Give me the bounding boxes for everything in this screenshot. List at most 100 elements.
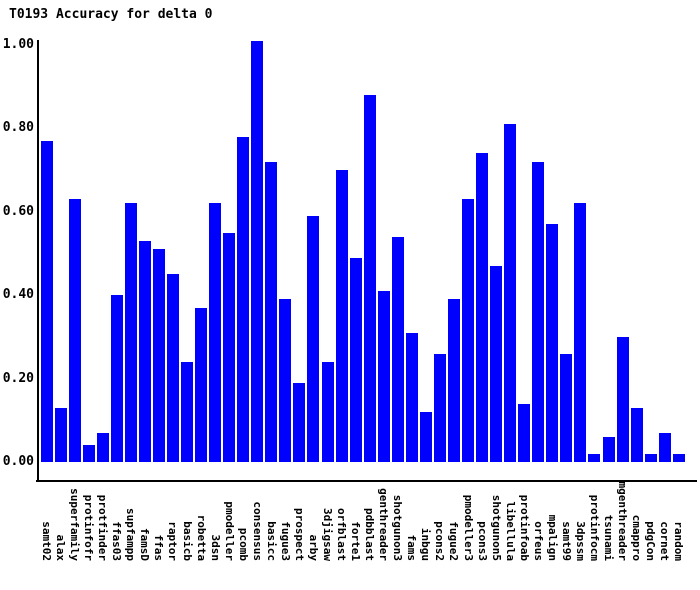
x-tick-label: shotgunon5 <box>490 494 503 561</box>
bar <box>181 362 193 462</box>
bar <box>631 408 643 462</box>
bar <box>209 203 221 462</box>
x-tick-label: libellula <box>504 501 517 561</box>
bar <box>518 404 530 462</box>
y-tick-label: 0.80 <box>2 120 34 136</box>
bar <box>125 203 137 462</box>
bar <box>392 237 404 462</box>
x-tick-label: orfblast <box>335 508 348 561</box>
x-tick-label: ffas03 <box>110 521 123 561</box>
bar <box>406 333 418 462</box>
x-tick-label: arby <box>307 534 320 562</box>
bar <box>378 291 390 462</box>
bar <box>41 141 53 462</box>
x-tick-label: basicb <box>181 521 194 561</box>
bar <box>251 41 263 462</box>
bar <box>532 162 544 462</box>
x-tick-label: prospect <box>293 508 306 561</box>
x-tick-label: fugue2 <box>447 521 460 561</box>
x-tick-label: superfamily <box>68 488 81 561</box>
x-tick-label: robetta <box>195 514 208 561</box>
bar <box>546 224 558 462</box>
bar <box>420 412 432 462</box>
bar <box>167 274 179 462</box>
x-tick-label: consensus <box>251 501 264 561</box>
x-tick-label: fugue3 <box>279 521 292 561</box>
bar <box>293 383 305 462</box>
x-tick-label: cornet <box>658 521 671 561</box>
x-tick-label: cmappro <box>630 514 643 561</box>
bar <box>322 362 334 462</box>
x-tick-label: shotgunon3 <box>391 494 404 561</box>
x-tick-label: genthreader <box>377 488 390 561</box>
x-tick-label: basicc <box>265 521 278 561</box>
x-tick-label: orfeus <box>532 521 545 561</box>
bar <box>223 233 235 462</box>
x-tick-label: famsD <box>138 527 151 561</box>
x-tick-label: mgenthreader <box>616 481 629 561</box>
x-tick-label: pmodeller <box>223 501 236 561</box>
x-tick-label: pdgCon <box>644 521 657 561</box>
x-tick-label: samt99 <box>560 521 573 561</box>
bar <box>448 299 460 462</box>
bar <box>83 445 95 462</box>
x-tick-label: pcons3 <box>476 521 489 561</box>
x-axis-line <box>36 480 697 482</box>
bar <box>462 199 474 462</box>
x-tick-label: ffas <box>152 534 165 562</box>
bar <box>139 241 151 462</box>
bar <box>336 170 348 462</box>
bar <box>350 258 362 462</box>
bar <box>603 437 615 462</box>
bar <box>279 299 291 462</box>
bar <box>490 266 502 462</box>
x-tick-label: fams <box>405 534 418 562</box>
bar <box>195 308 207 462</box>
x-tick-label: protinfofr <box>82 494 95 561</box>
y-tick-label: 0.40 <box>2 287 34 303</box>
x-tick-label: pdbblast <box>363 508 376 561</box>
x-tick-label: protfinder <box>96 494 109 561</box>
bar <box>659 433 671 462</box>
bar <box>307 216 319 462</box>
bar <box>617 337 629 462</box>
x-tick-label: forte1 <box>349 521 362 561</box>
y-tick-label: 0.20 <box>2 370 34 386</box>
bar <box>265 162 277 462</box>
x-tick-label: pcomb <box>237 527 250 561</box>
y-tick-label: 1.00 <box>2 37 34 52</box>
bar <box>153 249 165 462</box>
x-tick-label: protinfoab <box>518 494 531 561</box>
x-tick-label: inbgu <box>419 527 432 561</box>
bar <box>560 354 572 462</box>
y-axis-line <box>37 40 39 482</box>
x-tick-label: tsunami <box>602 514 615 561</box>
bar <box>69 199 81 462</box>
x-tick-label: pmodeller3 <box>462 494 475 561</box>
x-tick-label: pcons2 <box>433 521 446 561</box>
bar <box>588 454 600 462</box>
y-tick-label: 0.60 <box>2 203 34 219</box>
x-tick-label: protinfocm <box>588 494 601 561</box>
x-tick-label: mpalign <box>546 514 559 561</box>
bar <box>55 408 67 462</box>
bar <box>645 454 657 462</box>
x-tick-label: 3dsn <box>209 534 222 562</box>
x-tick-label: random <box>672 521 685 561</box>
chart-title: T0193 Accuracy for delta 0 <box>9 7 213 22</box>
bar <box>434 354 446 462</box>
x-tick-label: raptor <box>166 521 179 561</box>
x-tick-label: 3dpssm <box>574 521 587 561</box>
x-tick-label: alax <box>54 534 67 562</box>
y-tick-label: 0.00 <box>2 454 34 469</box>
x-tick-label: 3djigsaw <box>321 508 334 561</box>
bar <box>111 295 123 462</box>
x-tick-label: samt02 <box>40 521 53 561</box>
bar <box>504 124 516 462</box>
bar <box>364 95 376 462</box>
bar <box>237 137 249 462</box>
x-tick-label: supfampp <box>124 508 137 561</box>
bar <box>574 203 586 462</box>
bar <box>97 433 109 462</box>
